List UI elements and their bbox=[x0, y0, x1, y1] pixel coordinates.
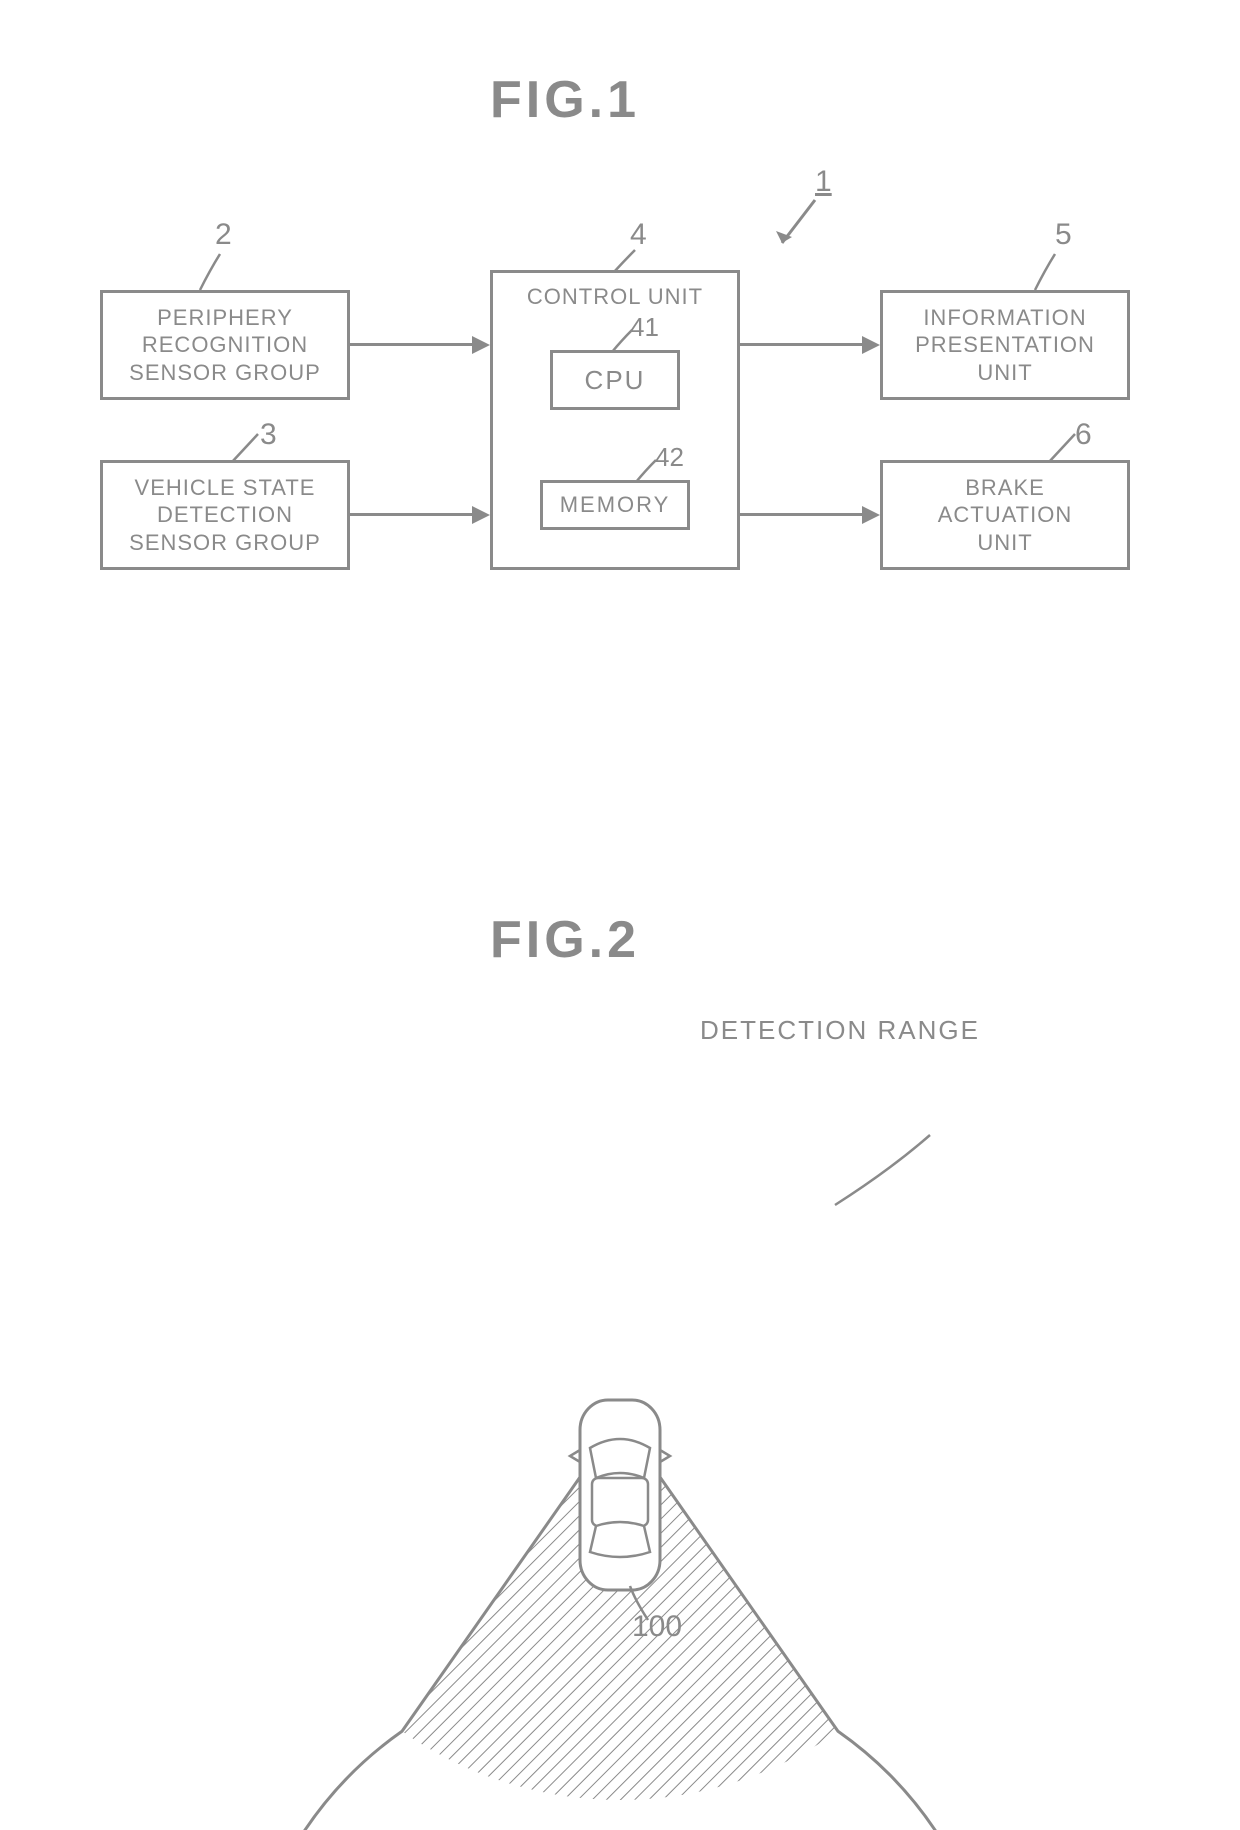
box-vehicle-l1: VEHICLE STATE bbox=[135, 474, 316, 502]
box-vehicle-state: VEHICLE STATE DETECTION SENSOR GROUP bbox=[100, 460, 350, 570]
cpu-label: CPU bbox=[585, 365, 646, 396]
arrow-3-head bbox=[862, 336, 880, 354]
arrow-2 bbox=[350, 513, 472, 516]
arrow-4 bbox=[740, 513, 862, 516]
ref-5-lead bbox=[1030, 250, 1060, 295]
arrow-4-head bbox=[862, 506, 880, 524]
box-cpu: CPU bbox=[550, 350, 680, 410]
fig2-svg bbox=[230, 1030, 1030, 1830]
control-unit-label: CONTROL UNIT bbox=[527, 283, 703, 311]
ref-4: 4 bbox=[630, 218, 647, 252]
detection-range-label: DETECTION RANGE bbox=[700, 1015, 980, 1046]
arrow-2-head bbox=[472, 506, 490, 524]
ref-100: 100 bbox=[632, 1610, 682, 1644]
box-info-l1: INFORMATION bbox=[923, 304, 1086, 332]
fig1-title: FIG.1 bbox=[490, 70, 640, 130]
fig1-diagram: 2 PERIPHERY RECOGNITION SENSOR GROUP 3 V… bbox=[100, 230, 1140, 660]
box-info-l3: UNIT bbox=[977, 359, 1032, 387]
box-brake-l2: ACTUATION bbox=[938, 501, 1072, 529]
box-info-presentation: INFORMATION PRESENTATION UNIT bbox=[880, 290, 1130, 400]
box-info-l2: PRESENTATION bbox=[915, 331, 1095, 359]
detection-range-lead bbox=[835, 1135, 930, 1205]
arrow-1-head bbox=[472, 336, 490, 354]
page: FIG.1 1 2 PERIPHERY RECOGNITION SENSOR G… bbox=[0, 0, 1240, 1783]
box-periphery-l1: PERIPHERY bbox=[157, 304, 293, 332]
ref-2: 2 bbox=[215, 218, 232, 252]
ref-5: 5 bbox=[1055, 218, 1072, 252]
box-brake: BRAKE ACTUATION UNIT bbox=[880, 460, 1130, 570]
memory-label: MEMORY bbox=[560, 492, 671, 518]
box-vehicle-l3: SENSOR GROUP bbox=[129, 529, 321, 557]
box-vehicle-l2: DETECTION bbox=[157, 501, 293, 529]
fig2-diagram: DETECTION RANGE 100 bbox=[0, 910, 1240, 1780]
box-brake-l3: UNIT bbox=[977, 529, 1032, 557]
box-memory: MEMORY bbox=[540, 480, 690, 530]
ref-2-lead bbox=[195, 250, 225, 295]
arrow-3 bbox=[740, 343, 862, 346]
arrow-1 bbox=[350, 343, 472, 346]
car-icon bbox=[570, 1400, 670, 1590]
box-brake-l1: BRAKE bbox=[965, 474, 1045, 502]
fig1-system-ref: 1 bbox=[815, 165, 832, 199]
box-periphery-l2: RECOGNITION bbox=[142, 331, 308, 359]
box-periphery-l3: SENSOR GROUP bbox=[129, 359, 321, 387]
box-periphery: PERIPHERY RECOGNITION SENSOR GROUP bbox=[100, 290, 350, 400]
